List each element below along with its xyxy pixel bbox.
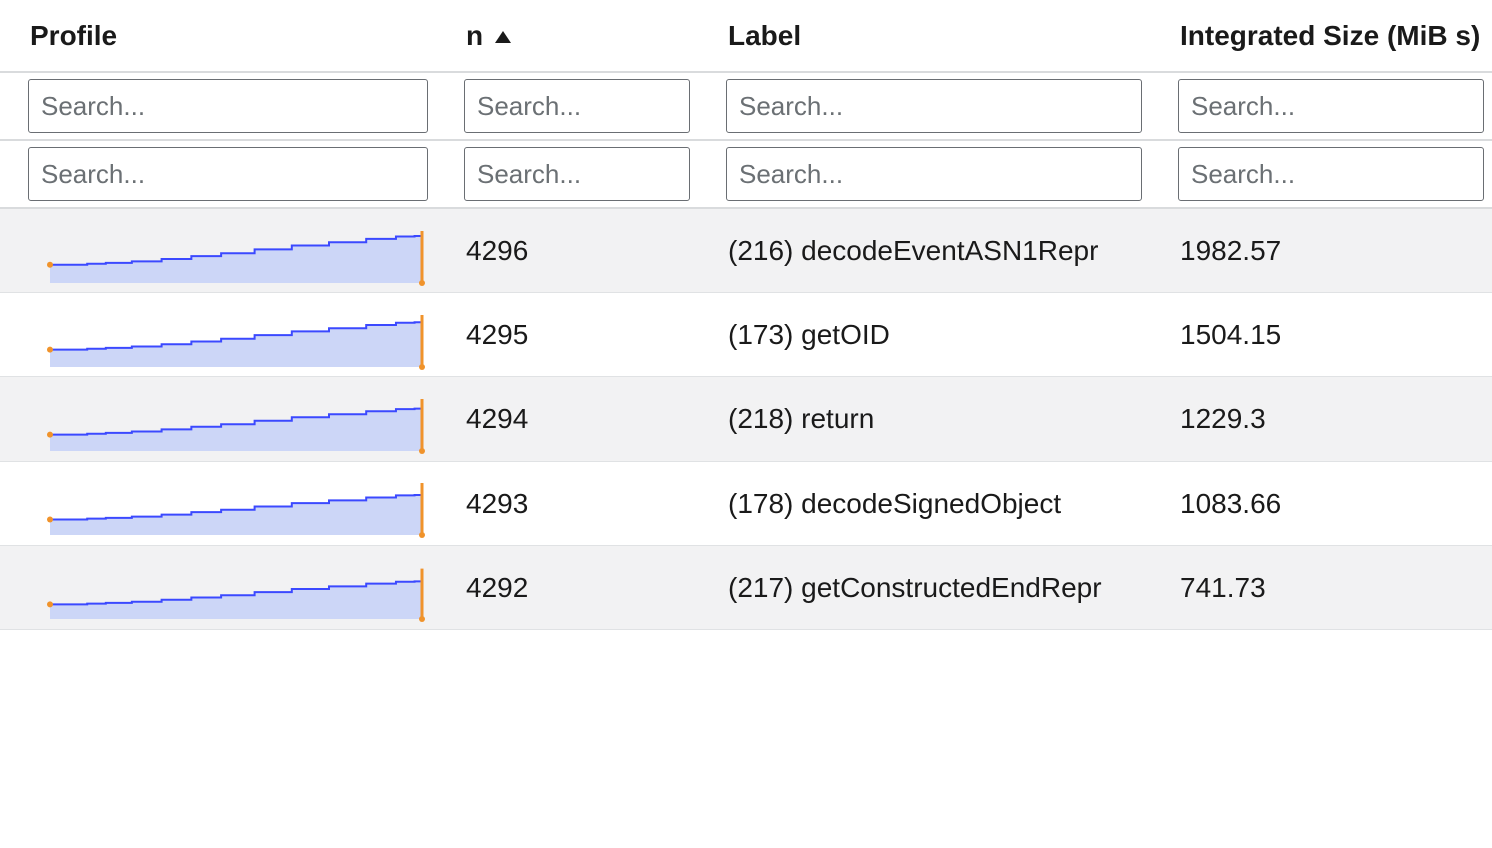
table-row[interactable]: 4293(178) decodeSignedObject1083.66 xyxy=(0,461,1492,545)
cell-label: (216) decodeEventASN1Repr xyxy=(698,208,1150,293)
filter-n-1[interactable] xyxy=(464,79,690,133)
sort-asc-icon xyxy=(495,31,511,43)
sparkline-chart xyxy=(46,567,426,623)
filter-label-2[interactable] xyxy=(726,147,1142,201)
sparkline-chart xyxy=(46,399,426,455)
cell-profile xyxy=(0,545,436,629)
cell-size: 1083.66 xyxy=(1150,461,1492,545)
sparkline-chart xyxy=(46,231,426,287)
cell-n: 4293 xyxy=(436,461,698,545)
table-header: Profile n Label Integrated Size (MiB s) xyxy=(0,0,1492,72)
cell-size: 1982.57 xyxy=(1150,208,1492,293)
cell-size: 1504.15 xyxy=(1150,293,1492,377)
col-header-profile[interactable]: Profile xyxy=(0,0,436,72)
sparkline-chart xyxy=(46,483,426,539)
filter-profile-2[interactable] xyxy=(28,147,428,201)
profile-table-container: Profile n Label Integrated Size (MiB s) xyxy=(0,0,1492,630)
col-header-size-label: Integrated Size (MiB s) xyxy=(1180,20,1480,51)
filter-profile-1[interactable] xyxy=(28,79,428,133)
cell-label: (178) decodeSignedObject xyxy=(698,461,1150,545)
cell-size: 1229.3 xyxy=(1150,377,1492,461)
table-body: 4296(216) decodeEventASN1Repr1982.57 429… xyxy=(0,208,1492,629)
col-header-n[interactable]: n xyxy=(436,0,698,72)
sparkline-chart xyxy=(46,315,426,371)
col-header-label-label: Label xyxy=(728,20,801,51)
cell-n: 4292 xyxy=(436,545,698,629)
col-header-size[interactable]: Integrated Size (MiB s) xyxy=(1150,0,1492,72)
filter-n-2[interactable] xyxy=(464,147,690,201)
table-row[interactable]: 4294(218) return1229.3 xyxy=(0,377,1492,461)
cell-n: 4294 xyxy=(436,377,698,461)
table-row[interactable]: 4296(216) decodeEventASN1Repr1982.57 xyxy=(0,208,1492,293)
filter-rows xyxy=(0,72,1492,208)
cell-label: (218) return xyxy=(698,377,1150,461)
filter-size-1[interactable] xyxy=(1178,79,1484,133)
table-row[interactable]: 4292(217) getConstructedEndRepr741.73 xyxy=(0,545,1492,629)
cell-label: (217) getConstructedEndRepr xyxy=(698,545,1150,629)
cell-label: (173) getOID xyxy=(698,293,1150,377)
filter-label-1[interactable] xyxy=(726,79,1142,133)
cell-profile xyxy=(0,461,436,545)
table-row[interactable]: 4295(173) getOID1504.15 xyxy=(0,293,1492,377)
col-header-profile-label: Profile xyxy=(30,20,117,51)
col-header-label[interactable]: Label xyxy=(698,0,1150,72)
cell-profile xyxy=(0,208,436,293)
col-header-n-label: n xyxy=(466,20,483,51)
cell-size: 741.73 xyxy=(1150,545,1492,629)
cell-n: 4295 xyxy=(436,293,698,377)
profile-table: Profile n Label Integrated Size (MiB s) xyxy=(0,0,1492,630)
cell-profile xyxy=(0,293,436,377)
cell-profile xyxy=(0,377,436,461)
filter-size-2[interactable] xyxy=(1178,147,1484,201)
cell-n: 4296 xyxy=(436,208,698,293)
